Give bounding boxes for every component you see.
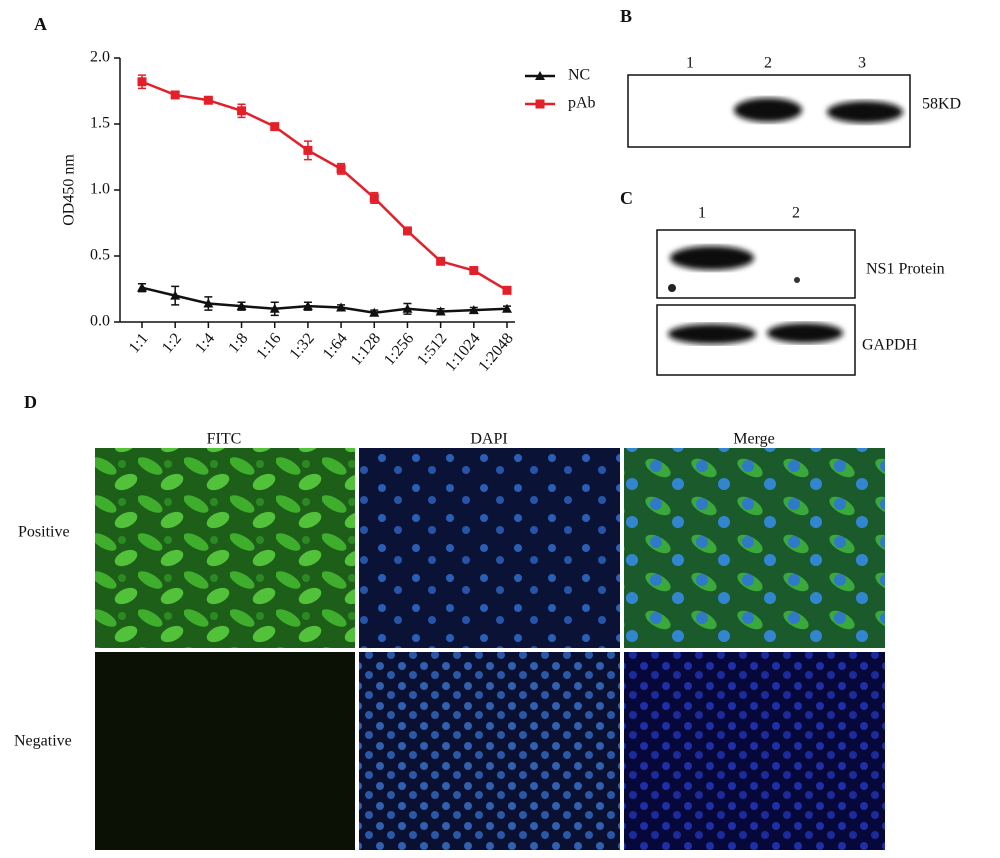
x-tick-label: 1:32 <box>286 330 317 363</box>
marker <box>336 164 346 174</box>
marker <box>302 301 313 311</box>
marker <box>502 303 512 313</box>
legend-label: NC <box>568 67 590 84</box>
marker <box>402 226 412 236</box>
x-tick-label: 1:4 <box>192 330 218 357</box>
image <box>624 448 885 648</box>
y-tick-label: 0.0 <box>90 313 110 330</box>
marker <box>170 290 181 300</box>
y-axis-label: OD450 nm <box>61 154 78 226</box>
series-line <box>141 286 508 315</box>
row-label: GAPDH <box>862 337 918 354</box>
column-label: Merge <box>733 431 774 448</box>
x-tick-label: 1:128 <box>348 330 384 369</box>
marker <box>237 106 247 116</box>
column-label: FITC <box>207 431 242 448</box>
blot-b: 1 2 3 58KD <box>627 55 961 148</box>
row-label: Negative <box>14 733 72 750</box>
x-tick-label: 1:1024 <box>442 330 484 375</box>
marker <box>502 285 512 295</box>
band-label: 58KD <box>922 96 961 113</box>
marker <box>336 302 347 312</box>
marker <box>203 95 213 105</box>
row-label: NS1 Protein <box>866 261 945 278</box>
marker <box>137 77 147 87</box>
image <box>95 448 355 648</box>
lane-label: 3 <box>858 55 866 72</box>
x-tick-label: 1:8 <box>225 330 251 357</box>
panel-label: D <box>24 392 37 412</box>
marker <box>137 282 147 292</box>
y-tick-label: 1.0 <box>90 181 110 198</box>
marker <box>203 298 214 308</box>
marker <box>303 145 313 155</box>
marker <box>269 303 280 313</box>
x-tick-label: 1:16 <box>253 330 284 363</box>
lane-label: 1 <box>686 55 694 72</box>
panel-label: C <box>620 188 633 208</box>
marker <box>435 306 446 316</box>
y-tick-label: 1.5 <box>90 115 110 132</box>
legend-marker <box>535 99 545 109</box>
panel-label: B <box>620 6 632 26</box>
x-tick-label: 1:2048 <box>475 330 517 375</box>
column-label: DAPI <box>470 431 507 448</box>
marker <box>236 301 247 311</box>
x-tick-label: 1:64 <box>320 330 351 363</box>
x-tick-label: 1:2 <box>159 330 185 357</box>
series-line <box>141 80 508 292</box>
marker <box>270 122 280 132</box>
marker <box>170 90 180 100</box>
chart: OD450 nm 0.0 0.5 1.0 1.5 2.0 1:1 1:2 1:4 1:8 1:16… <box>61 49 596 375</box>
x-tick-label: 1:256 <box>381 330 417 369</box>
image <box>359 448 620 648</box>
legend-marker <box>535 71 545 80</box>
marker <box>469 266 479 276</box>
image <box>359 652 620 850</box>
marker <box>369 307 380 317</box>
marker <box>369 193 379 203</box>
marker <box>402 303 413 313</box>
row-label: Positive <box>18 524 70 541</box>
x-tick-label: 1:1 <box>126 330 152 357</box>
y-tick-label: 0.5 <box>90 247 110 264</box>
legend-label: pAb <box>568 95 596 112</box>
image <box>95 652 355 850</box>
marker <box>436 256 446 266</box>
panel-label: A <box>34 14 47 34</box>
marker <box>468 305 479 315</box>
lane-label: 2 <box>792 205 800 222</box>
fluorescence-grid: FITC DAPI Merge Positive Negative <box>14 431 885 850</box>
image <box>624 652 885 850</box>
lane-label: 2 <box>764 55 772 72</box>
lane-label: 1 <box>698 205 706 222</box>
y-tick-label: 2.0 <box>90 49 110 66</box>
blot-c: 1 2 NS1 Protein GAPDH <box>656 205 945 376</box>
